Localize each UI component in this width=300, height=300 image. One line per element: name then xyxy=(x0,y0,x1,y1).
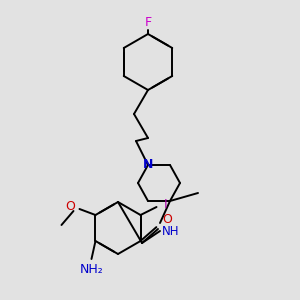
Text: O: O xyxy=(66,200,76,214)
Text: NH: NH xyxy=(162,225,179,238)
Text: NH₂: NH₂ xyxy=(80,263,103,276)
Text: F: F xyxy=(144,16,152,29)
Text: I: I xyxy=(164,199,167,212)
Text: N: N xyxy=(143,158,153,172)
Text: O: O xyxy=(162,213,172,226)
